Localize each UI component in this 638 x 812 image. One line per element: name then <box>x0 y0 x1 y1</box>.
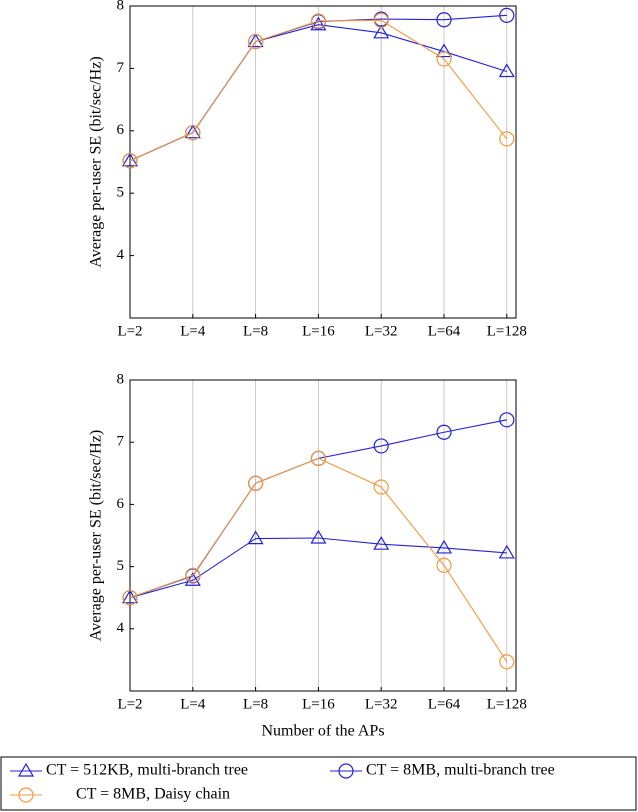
x-tick-label: L=16 <box>302 696 335 712</box>
y-tick-label: 7 <box>117 60 125 76</box>
y-tick-label: 5 <box>117 185 125 201</box>
marker <box>373 24 390 39</box>
series-line <box>129 19 508 162</box>
x-tick-label: L=2 <box>117 323 142 339</box>
x-tick-label: L=64 <box>428 696 461 712</box>
marker <box>248 33 264 50</box>
x-tick-label: L=16 <box>302 323 335 339</box>
plot-frame <box>129 5 517 319</box>
x-tick-label: L=8 <box>243 696 268 712</box>
marker <box>122 590 138 606</box>
legend-box <box>0 756 637 811</box>
marker <box>248 475 264 491</box>
marker <box>373 479 389 495</box>
marker <box>373 438 389 454</box>
legend-marker <box>18 787 34 803</box>
y-tick-label: 4 <box>117 620 125 636</box>
marker <box>310 13 326 29</box>
plot-frame <box>129 379 517 692</box>
series-line <box>129 457 508 663</box>
x-tick-label: L=8 <box>243 323 268 339</box>
marker <box>436 424 452 440</box>
x-tick-label: L=2 <box>117 696 142 712</box>
y-tick-label: 5 <box>117 558 125 574</box>
x-tick-label: L=128 <box>487 696 527 712</box>
y-tick-label: 4 <box>117 247 125 263</box>
legend-label: CT = 8MB, Daisy chain <box>76 786 230 803</box>
marker <box>435 43 453 58</box>
x-tick-label: L=64 <box>428 323 461 339</box>
marker <box>498 544 515 559</box>
x-tick-label: L=32 <box>365 696 398 712</box>
legend-label: CT = 512KB, multi-branch tree <box>46 762 248 779</box>
series-line <box>129 537 507 599</box>
y-tick-label: 6 <box>117 496 125 512</box>
marker <box>499 7 515 23</box>
marker <box>247 530 264 545</box>
legend-marker <box>338 763 354 779</box>
y-axis-label: Average per-user SE (bit/sec/Hz) <box>88 430 105 641</box>
x-tick-label: L=4 <box>180 696 206 712</box>
y-tick-label: 8 <box>117 0 125 13</box>
marker <box>310 529 327 544</box>
marker <box>310 450 326 466</box>
y-tick-label: 8 <box>117 371 125 387</box>
x-axis-label: Number of the APs <box>261 723 384 740</box>
marker <box>373 536 390 550</box>
y-tick-label: 6 <box>117 122 125 138</box>
marker <box>435 539 453 554</box>
marker <box>185 567 201 583</box>
marker <box>498 63 515 78</box>
marker <box>436 557 452 573</box>
marker <box>499 412 515 428</box>
marker <box>373 12 389 28</box>
marker <box>310 16 327 31</box>
marker <box>436 12 452 28</box>
x-tick-label: L=128 <box>487 323 527 339</box>
marker <box>184 572 201 586</box>
x-tick-label: L=4 <box>180 323 206 339</box>
y-axis-label: Average per-user SE (bit/sec/Hz) <box>88 56 105 267</box>
marker <box>499 131 515 147</box>
marker <box>436 51 452 67</box>
marker <box>122 153 138 169</box>
y-tick-label: 7 <box>117 434 125 450</box>
x-tick-label: L=32 <box>365 323 398 339</box>
legend-label: CT = 8MB, multi-branch tree <box>366 762 555 779</box>
marker <box>185 125 201 141</box>
legend-marker <box>17 762 35 777</box>
marker <box>499 654 515 670</box>
marker <box>184 124 201 139</box>
